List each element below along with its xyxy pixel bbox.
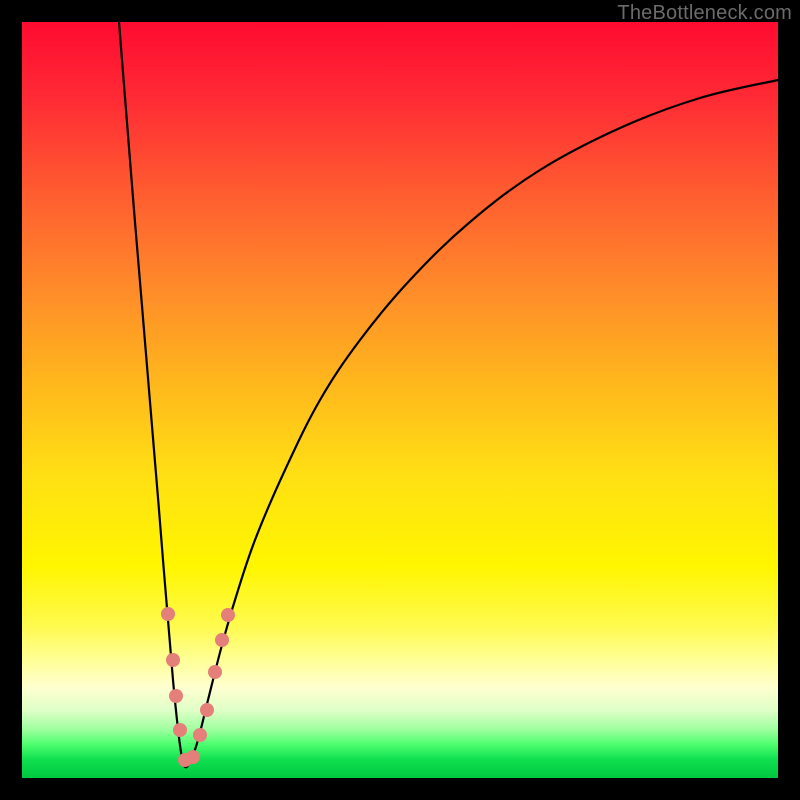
data-marker — [200, 703, 214, 717]
chart-background — [22, 22, 778, 778]
data-marker — [186, 750, 200, 764]
data-marker — [193, 728, 207, 742]
chart-container: TheBottleneck.com — [0, 0, 800, 800]
data-marker — [173, 723, 187, 737]
data-marker — [208, 665, 222, 679]
data-marker — [221, 608, 235, 622]
bottleneck-chart — [0, 0, 800, 800]
data-marker — [161, 607, 175, 621]
data-marker — [169, 689, 183, 703]
attribution-text: TheBottleneck.com — [617, 2, 792, 25]
data-marker — [166, 653, 180, 667]
data-marker — [215, 633, 229, 647]
